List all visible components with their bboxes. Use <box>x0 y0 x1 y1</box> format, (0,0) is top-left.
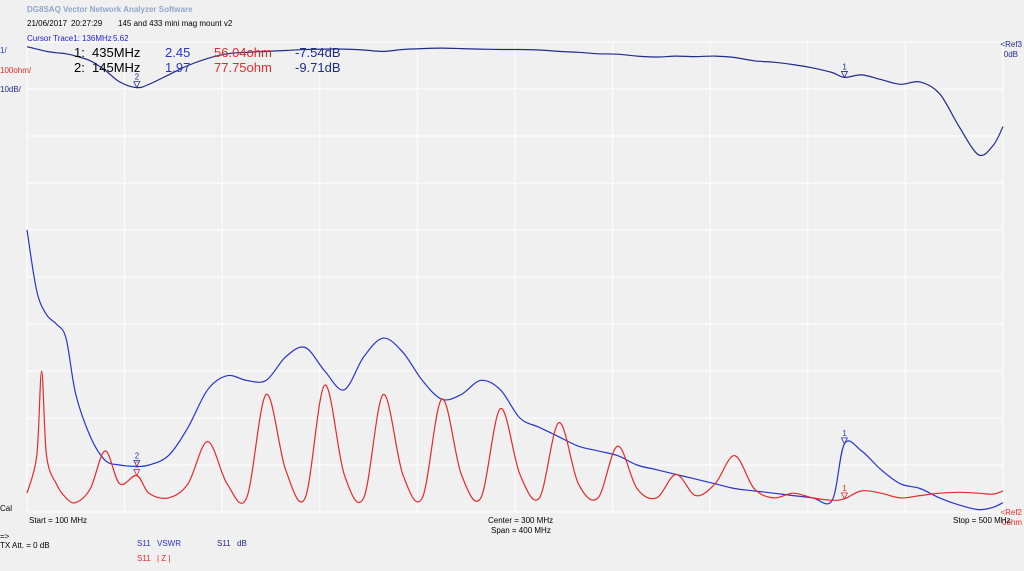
marker-2-triangle <box>133 469 141 477</box>
ref3-label[interactable]: <Ref3 <box>1000 40 1022 49</box>
trace-vswr <box>26 229 1004 511</box>
ref2-label[interactable]: <Ref2 <box>1000 508 1022 517</box>
cursor-label: Cursor Trace1: <box>27 34 80 43</box>
legend-db-param[interactable]: S11 <box>217 539 231 548</box>
scale-db: 10dB/ <box>0 85 21 94</box>
span-freq: Span = 400 MHz <box>491 526 551 535</box>
marker-1-label: 1 <box>842 429 847 438</box>
marker-id: 1: <box>74 45 85 60</box>
cal-label: Cal <box>0 504 13 513</box>
marker-1-triangle <box>840 437 849 445</box>
marker-freq: 435MHz <box>92 45 141 60</box>
marker-db: -7.54dB <box>295 45 341 60</box>
marker-vswr: 1.97 <box>165 60 191 75</box>
marker-2-label: 2 <box>135 73 140 82</box>
marker-2-label: 2 <box>135 460 140 469</box>
trace-impedance <box>26 370 1004 504</box>
marker-freq: 145MHz <box>92 60 141 75</box>
marker-z: 77.75ohm <box>214 60 272 75</box>
plot-grid <box>26 41 1004 513</box>
tx-attenuation: TX Att. = 0 dB <box>0 541 50 550</box>
app-title: DG8SAQ Vector Network Analyzer Software <box>27 5 193 14</box>
marker-2-label: 2 <box>135 451 140 460</box>
scale-z: 100ohm/ <box>0 66 32 75</box>
marker-z: 56.04ohm <box>214 45 272 60</box>
marker-1-label: 1 <box>842 62 847 71</box>
footer-arrow: => <box>0 532 10 541</box>
plot-markers: 1 2 1 2 1 2 <box>133 62 849 500</box>
trace-db <box>26 46 1004 157</box>
legend-z-format[interactable]: | Z | <box>157 554 171 563</box>
marker-2-triangle <box>133 460 141 468</box>
marker-vswr: 2.45 <box>165 45 191 60</box>
marker-1-label: 1 <box>842 484 847 493</box>
marker-1-triangle <box>840 492 849 500</box>
legend-vswr-param[interactable]: S11 <box>137 539 151 548</box>
marker-db: -9.71dB <box>295 60 341 75</box>
plot-traces <box>26 46 1004 511</box>
scale-vswr: 1/ <box>0 46 7 55</box>
meta-date: 21/06/2017 <box>27 19 68 28</box>
legend-db-format[interactable]: dB <box>237 539 247 548</box>
ref3-value: 0dB <box>1003 50 1018 59</box>
stop-freq: Stop = 500 MHz <box>953 516 1011 525</box>
marker-2-triangle <box>133 81 141 89</box>
cursor-value: 5.62 <box>113 34 129 43</box>
marker-id: 2: <box>74 60 85 75</box>
center-freq: Center = 300 MHz <box>488 516 554 525</box>
ref2-value: 0ohm <box>1001 518 1022 527</box>
legend-vswr-format[interactable]: VSWR <box>157 539 181 548</box>
marker-1-triangle <box>840 71 849 79</box>
cursor-freq: 136MHz <box>82 34 112 43</box>
start-freq: Start = 100 MHz <box>29 516 88 525</box>
meta-time: 20:27:29 <box>71 19 103 28</box>
legend-z-param[interactable]: S11 <box>137 554 151 563</box>
meta-description: 145 and 433 mini mag mount v2 <box>118 19 233 28</box>
